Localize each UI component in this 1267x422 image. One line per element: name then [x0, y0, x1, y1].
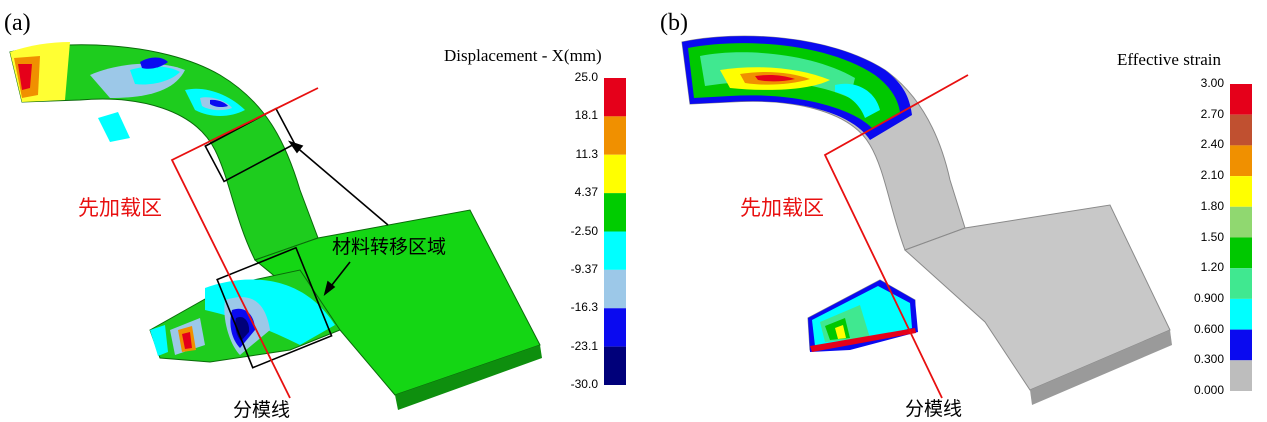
- colorbar-band: [604, 308, 626, 347]
- colorbar-band: [1230, 298, 1252, 330]
- colorbar-band: [604, 116, 626, 155]
- panel-a-displacement: (a): [4, 10, 626, 421]
- colorbar-tick-label: 11.3: [575, 146, 598, 161]
- colorbar-tick-label: 0.300: [1193, 352, 1224, 367]
- colorbar-title-b: Effective strain: [1117, 50, 1222, 69]
- colorbar-tick-label: 1.50: [1200, 229, 1224, 244]
- colorbar-band: [1230, 360, 1252, 391]
- transfer-arrows: [287, 140, 389, 297]
- colorbar-band: [604, 193, 626, 232]
- colorbar-b: [1230, 84, 1252, 391]
- colorbar-band: [1230, 84, 1252, 115]
- colorbar-title-a: Displacement - X(mm): [444, 46, 602, 65]
- colorbar-band: [604, 154, 626, 194]
- colorbar-tick-label: 18.1: [574, 108, 598, 123]
- panel-b-strain: (b) 先加载区 分模线 Effective strain: [660, 0, 1267, 420]
- colorbar-tick-label: -23.1: [570, 338, 598, 353]
- colorbar-tick-label: 1.20: [1200, 260, 1224, 275]
- colorbar-tick-label: 2.40: [1200, 137, 1224, 152]
- colorbar-band: [1230, 114, 1252, 146]
- colorbar-tick-label: 1.80: [1200, 198, 1224, 213]
- transfer-box-lower: [216, 246, 333, 369]
- colorbar-tick-label: -30.0: [570, 377, 598, 391]
- preload-zone-label-b: 先加载区: [740, 196, 824, 220]
- colorbar-band: [604, 78, 626, 117]
- colorbar-band: [1230, 237, 1252, 269]
- colorbar-band: [1230, 268, 1252, 299]
- transfer-zone-label: 材料转移区域: [332, 236, 447, 258]
- panel-a-letter: (a): [4, 10, 31, 36]
- transfer-box-upper: [204, 107, 296, 183]
- colorbar-band: [604, 346, 626, 385]
- preload-zone-label-a: 先加载区: [78, 196, 162, 220]
- colorbar-tick-label: 2.70: [1200, 106, 1224, 121]
- colorbar-band: [1230, 176, 1252, 207]
- forging-model-b: [681, 35, 1172, 405]
- colorbar-band: [1230, 329, 1252, 361]
- colorbar-tick-label: 25.0: [574, 70, 598, 84]
- colorbar-tick-label: 3.00: [1200, 76, 1224, 90]
- colorbar-tick-label: 4.37: [574, 185, 598, 200]
- colorbar-tick-label: -9.37: [570, 261, 598, 276]
- panel-b-letter: (b): [660, 10, 688, 36]
- parting-line-label-a: 分模线: [233, 399, 291, 421]
- colorbar-band: [604, 231, 626, 270]
- colorbar-band: [1230, 206, 1252, 238]
- preload-boundary-b: [823, 74, 969, 399]
- colorbar-tick-label: -2.50: [570, 223, 598, 238]
- forging-model-a: [9, 42, 542, 410]
- colorbar-tick-label: -16.3: [570, 300, 598, 315]
- strain-contours-b: [682, 36, 918, 352]
- preload-boundary-a: [170, 87, 319, 399]
- colorbar-tick-label: 0.600: [1193, 321, 1224, 336]
- colorbar-band: [604, 269, 626, 309]
- parting-line-label-b: 分模线: [905, 398, 963, 420]
- colorbar-a: [604, 78, 626, 385]
- colorbar-tick-label: 0.900: [1193, 290, 1224, 305]
- displacement-contours-a: [10, 42, 335, 356]
- colorbar-tick-label: 2.10: [1200, 168, 1224, 183]
- colorbar-tick-label: 0.000: [1193, 383, 1224, 397]
- colorbar-band: [1230, 145, 1252, 177]
